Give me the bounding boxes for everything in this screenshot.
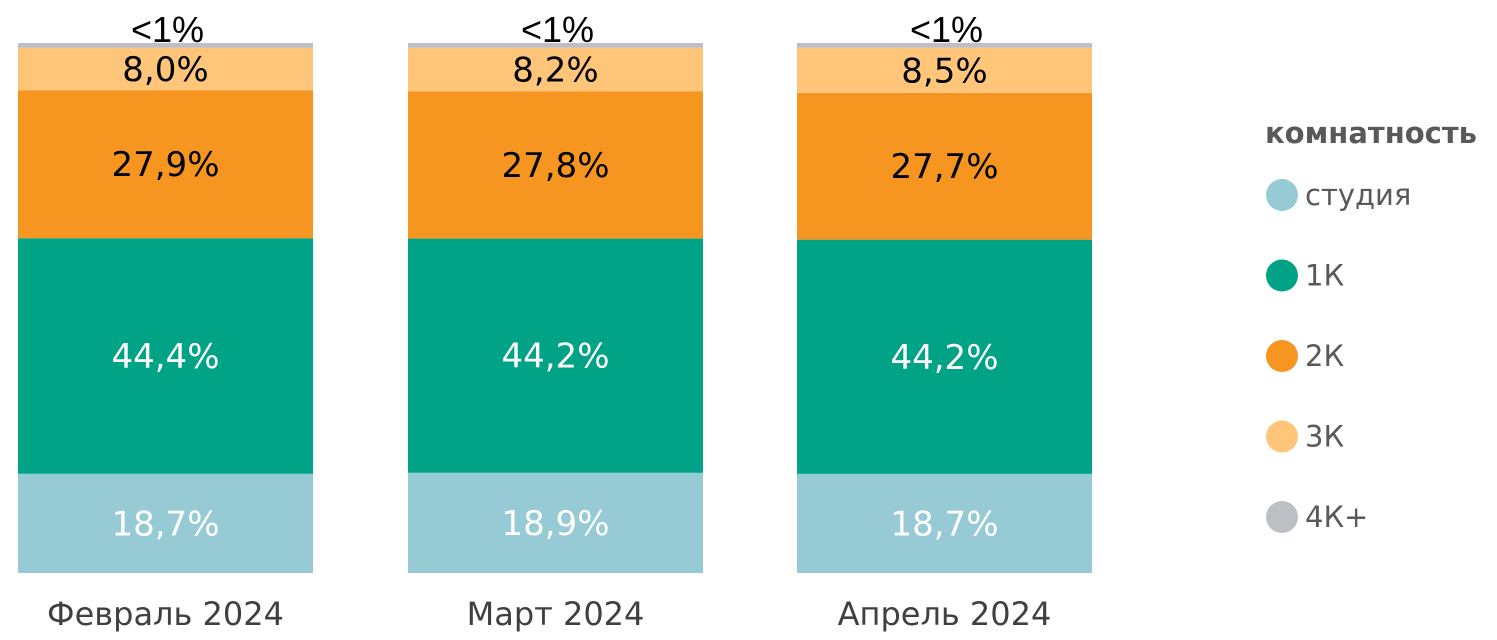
legend-label-1к: 1К <box>1305 259 1344 293</box>
bar-segment-1к-2 <box>408 238 703 473</box>
legend-item-1к: 1К <box>1266 259 1344 293</box>
legend-label-студия: студия <box>1305 178 1411 212</box>
data-label-2к-1: 27,9% <box>111 145 219 185</box>
bar-segment-2к-1 <box>18 90 313 239</box>
legend-item-студия: студия <box>1266 178 1411 212</box>
data-label-4к-2: <1% <box>521 9 594 50</box>
category-label-3: Апрель 2024 <box>838 595 1052 633</box>
bar-segment-1к-3 <box>797 239 1092 474</box>
data-label-1к-1: 44,4% <box>111 337 219 377</box>
legend-item-4к: 4К+ <box>1266 500 1368 534</box>
legend-items: студия 1К 2К 3К 4К+ <box>1266 178 1411 534</box>
legend-marker-студия <box>1266 179 1298 211</box>
bars-group: 18,7% 44,4% 27,9% 8,0% 18,9% 44,2% 27,8% 8,2% 18… <box>18 43 1092 573</box>
legend-label-4к: 4К+ <box>1305 500 1368 534</box>
data-label-студия-1: 18,7% <box>111 504 219 544</box>
data-label-3к-1: 8,0% <box>122 50 208 90</box>
legend-item-3к: 3К <box>1266 420 1344 454</box>
bar-segment-3к-1 <box>18 47 313 91</box>
bar-segment-4к-3 <box>797 43 1092 48</box>
category-label-1: Февраль 2024 <box>47 595 284 633</box>
bar-segment-2к-2 <box>408 91 703 239</box>
data-label-1к-3: 44,2% <box>890 338 998 378</box>
bar-segment-студия-3 <box>797 473 1092 573</box>
legend-marker-4к <box>1266 501 1298 533</box>
legend-marker-1к <box>1266 259 1298 292</box>
bar-segment-3к-3 <box>797 47 1092 93</box>
data-label-3к-3: 8,5% <box>901 51 987 91</box>
bar-segment-2к-3 <box>797 92 1092 240</box>
data-label-4к-1: <1% <box>131 9 204 50</box>
bar-segment-1к-1 <box>18 238 313 474</box>
category-label-2: Март 2024 <box>467 595 645 633</box>
data-label-4к-3: <1% <box>910 9 983 50</box>
bar-segment-4к-1 <box>18 43 313 48</box>
data-label-студия-3: 18,7% <box>890 504 998 544</box>
data-label-1к-2: 44,2% <box>501 337 609 377</box>
bar-segment-4к-2 <box>408 43 703 48</box>
bar-segment-студия-1 <box>18 473 313 573</box>
bar-segment-студия-2 <box>408 472 703 573</box>
bar-segment-3к-2 <box>408 47 703 92</box>
data-label-2к-2: 27,8% <box>501 146 609 186</box>
data-label-студия-2: 18,9% <box>501 504 609 544</box>
legend: комнатность студия 1К 2К 3К 4К+ <box>1265 116 1477 534</box>
legend-title: комнатность <box>1265 116 1477 150</box>
legend-item-2к: 2К <box>1266 339 1344 373</box>
legend-marker-2к <box>1266 340 1298 372</box>
legend-label-2к: 2К <box>1305 339 1344 373</box>
category-labels-group: Февраль 2024 Март 2024 Апрель 2024 <box>47 595 1051 633</box>
legend-marker-3к <box>1266 420 1298 453</box>
legend-label-3к: 3К <box>1305 420 1344 454</box>
data-label-2к-3: 27,7% <box>890 147 998 187</box>
top-labels-group: <1% <1% <1% <box>131 9 983 50</box>
data-label-3к-2: 8,2% <box>512 51 598 91</box>
